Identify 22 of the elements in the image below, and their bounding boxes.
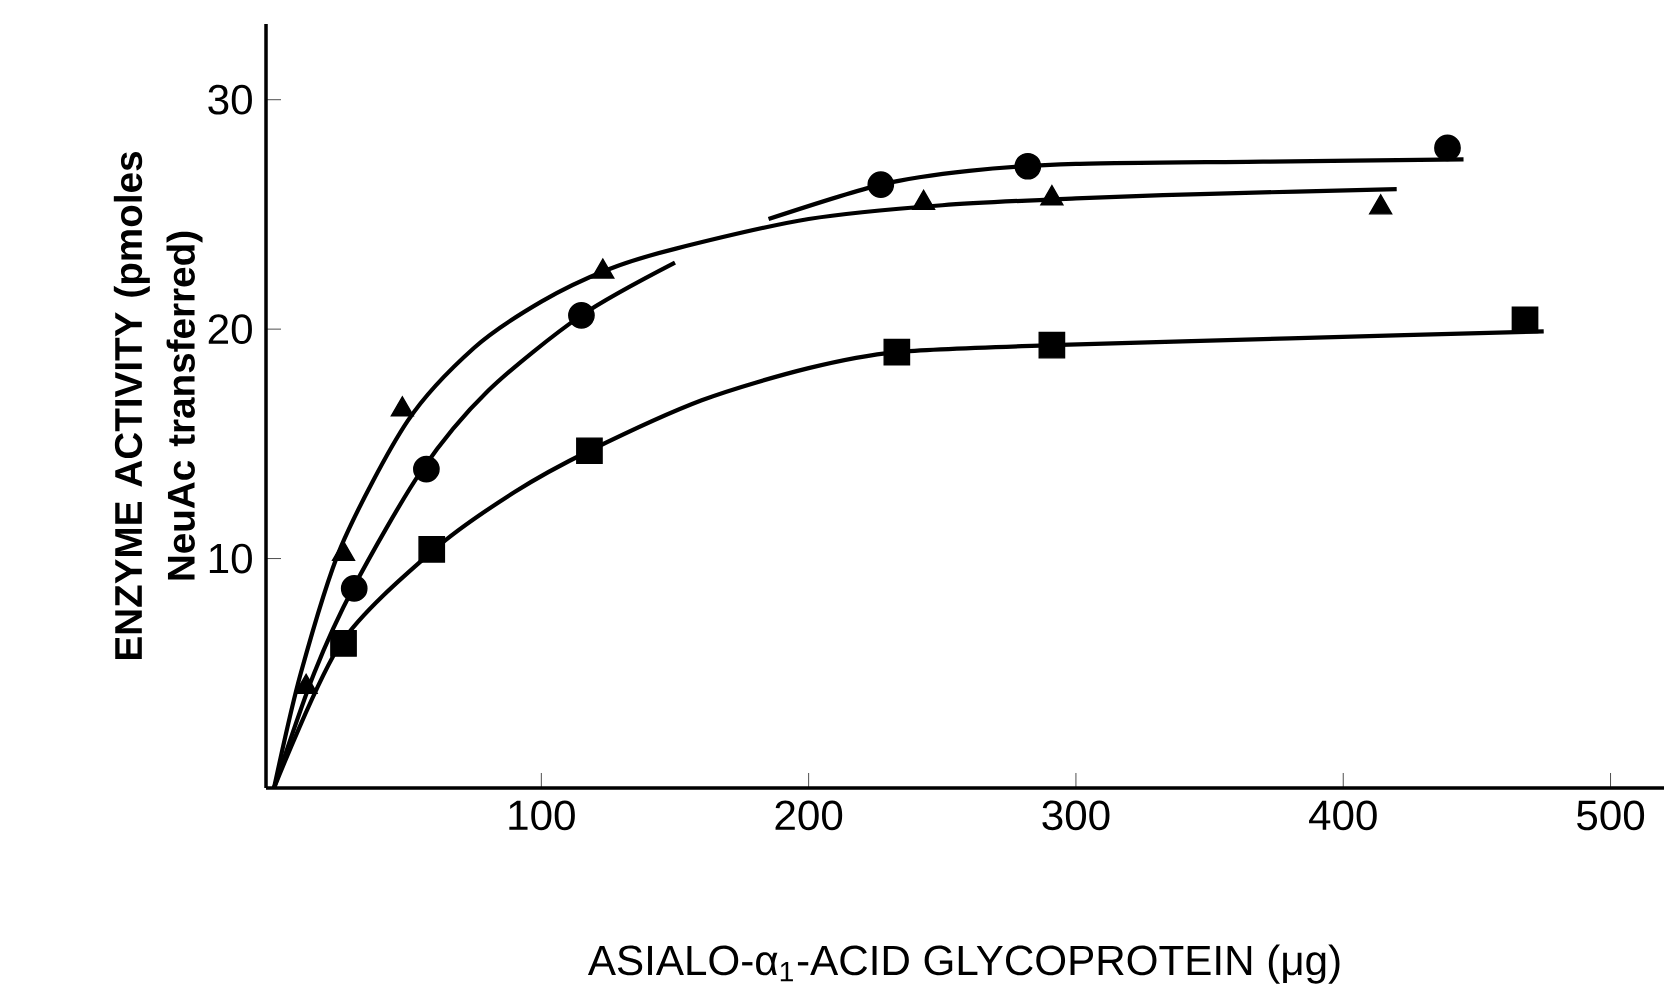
- point: [568, 302, 595, 329]
- x-tick-label: 500: [1577, 800, 1645, 831]
- x-axis-title: ASIALO-α$_{1}$-ACID GLYCOPROTEIN (μg): [587, 944, 1340, 984]
- point: [1434, 134, 1461, 162]
- point: [330, 630, 357, 657]
- x-tick-label: 300: [1042, 800, 1110, 831]
- point: [418, 536, 446, 563]
- point: [413, 455, 440, 483]
- y-tick-label: 10: [209, 543, 252, 574]
- point: [1038, 331, 1066, 359]
- x-tick-label: 400: [1309, 800, 1377, 831]
- y-tick-label: 30: [208, 84, 252, 115]
- point: [883, 338, 911, 366]
- point: [867, 171, 895, 198]
- point: [576, 437, 603, 465]
- y-tick-label: 20: [208, 314, 252, 345]
- y-axis-title: ENZYME ACTIVITY (pmoles NeuAc transferred): [113, 152, 203, 660]
- point: [340, 575, 368, 602]
- x-tick-label: 200: [775, 800, 843, 831]
- x-tick-label: 100: [509, 800, 575, 831]
- point: [1511, 306, 1539, 334]
- point: [1014, 152, 1042, 180]
